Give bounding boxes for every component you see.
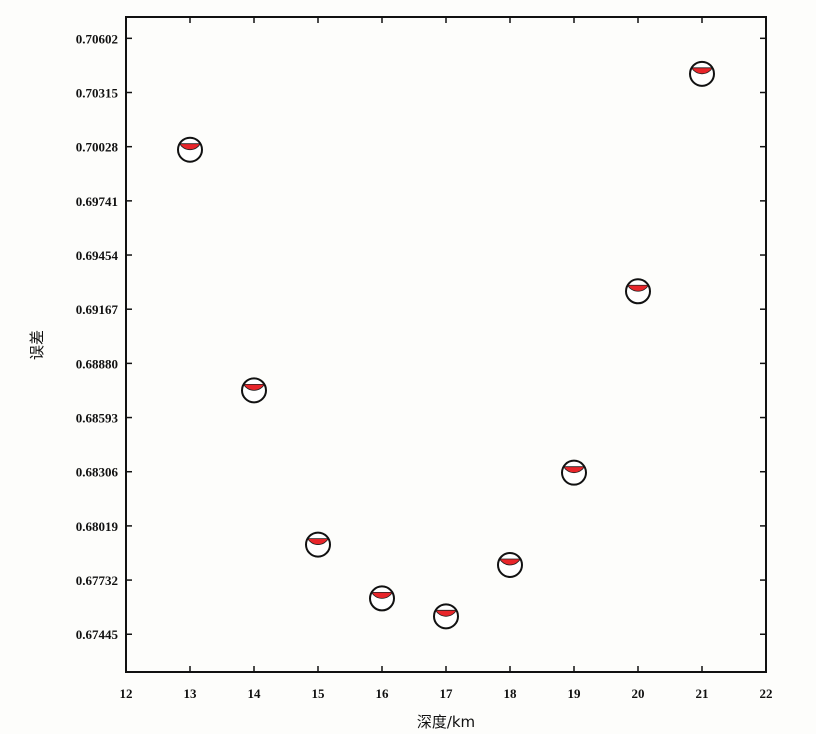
- beachball-outline: [305, 531, 331, 558]
- y-tick-label: 0.68019: [76, 519, 119, 534]
- y-tick-label: 0.68880: [76, 356, 118, 371]
- x-tick-label: 19: [568, 686, 582, 701]
- x-tick-label: 15: [312, 686, 326, 701]
- beachball-outline: [177, 136, 203, 163]
- data-points: [177, 60, 715, 630]
- beachball-outline: [561, 459, 587, 486]
- data-point: [625, 278, 651, 305]
- y-tick-label: 0.70602: [76, 31, 118, 46]
- data-point: [305, 531, 331, 558]
- y-axis-title: 误差: [28, 330, 46, 360]
- y-axis: 0.67445 0.67732 0.68019 0.68306 0.68593 0.688…: [76, 31, 766, 642]
- y-tick-label: 0.68593: [76, 411, 119, 426]
- x-tick-label: 21: [696, 686, 709, 701]
- data-point: [177, 136, 203, 163]
- data-point: [433, 603, 459, 630]
- data-point: [241, 377, 267, 404]
- beachball-outline: [689, 60, 715, 87]
- x-tick-label: 13: [184, 686, 198, 701]
- data-point: [689, 60, 715, 87]
- x-tick-label: 14: [248, 686, 262, 701]
- beachball-outline: [241, 377, 267, 404]
- y-tick-label: 0.67732: [76, 573, 118, 588]
- data-point: [497, 551, 523, 578]
- x-tick-label: 18: [504, 686, 518, 701]
- plot-area: [125, 16, 767, 673]
- y-tick-label: 0.70028: [76, 140, 119, 155]
- y-tick-label: 0.69454: [76, 248, 119, 263]
- y-tick-label: 0.70315: [76, 86, 119, 101]
- beachball-outline: [625, 278, 651, 305]
- beachball-outline: [497, 551, 523, 578]
- y-tick-label: 0.69167: [76, 302, 119, 317]
- data-point: [561, 459, 587, 486]
- y-tick-label: 0.67445: [76, 627, 119, 642]
- x-tick-label: 16: [376, 686, 390, 701]
- y-tick-label: 0.69741: [76, 194, 118, 209]
- y-tick-label: 0.68306: [76, 465, 119, 480]
- beachball-outline: [433, 603, 459, 630]
- x-axis-title: 深度/km: [417, 713, 475, 731]
- beachball-outline: [369, 585, 395, 612]
- x-tick-label: 12: [120, 686, 133, 701]
- x-tick-label: 22: [760, 686, 773, 701]
- x-tick-label: 17: [440, 686, 454, 701]
- x-tick-label: 20: [632, 686, 645, 701]
- data-point: [369, 585, 395, 612]
- x-axis: 12 13 14 15 16 17 18 19 20 21 22: [120, 17, 773, 701]
